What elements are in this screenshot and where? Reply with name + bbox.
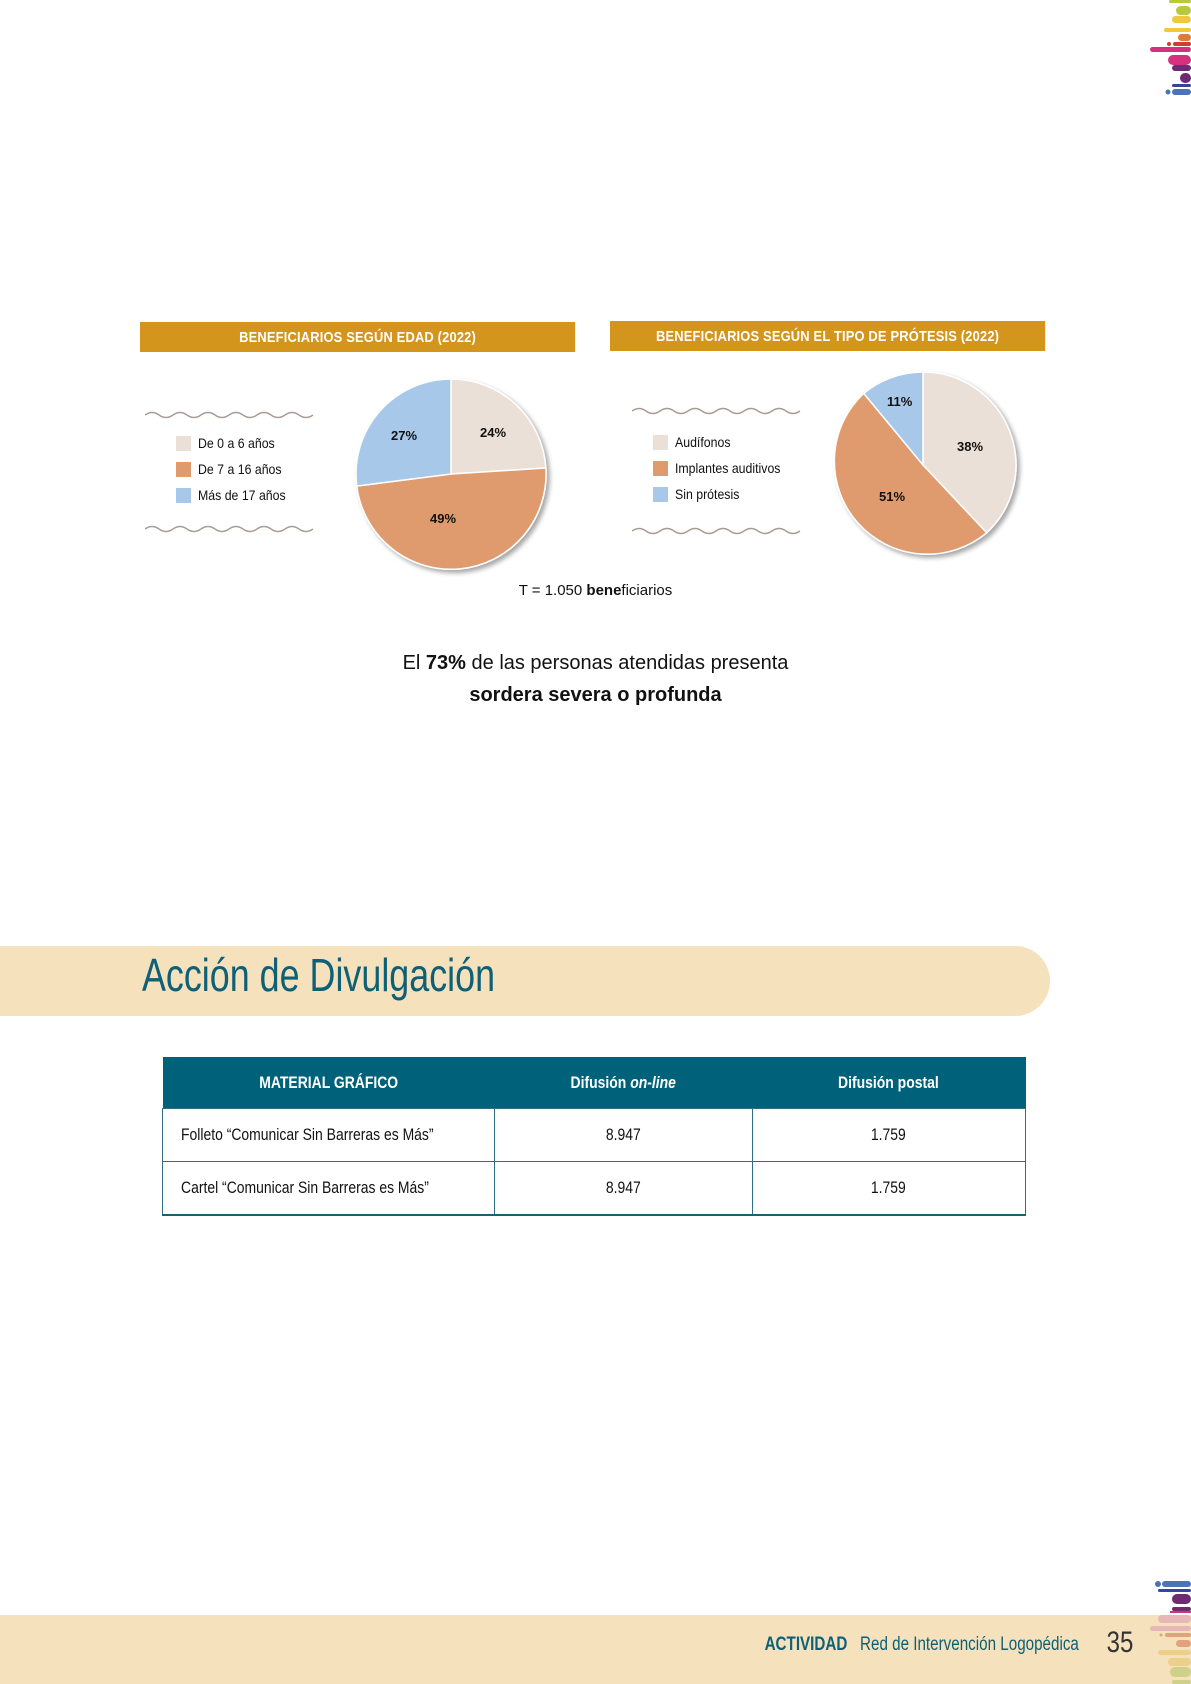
footer-subtitle: Red de Intervención Logopédica [860,1634,1079,1655]
pie-label: 27% [391,428,418,443]
legend-swatch [176,487,191,503]
wave-divider [632,527,801,535]
legend-item: Más de 17 años [176,482,298,508]
decorative-stripes-top [1150,0,1191,95]
legend-item: De 0 a 6 años [176,430,298,456]
wave-divider [145,525,314,533]
legend-item: De 7 a 16 años [176,456,298,482]
cell-material: Cartel “Comunicar Sin Barreras es Más” [162,1161,495,1216]
wave-divider [145,411,314,419]
pie-slice-sin-protesis [862,371,924,468]
divulgation-table: MATERIAL GRÁFICO Difusión on-line Difusi… [162,1057,1027,1216]
decorative-stripes-bottom [1150,1581,1191,1684]
pie-slice-17-plus [355,378,452,487]
age-chart-header: BENEFICIARIOS SEGÚN EDAD (2022) [140,322,576,352]
legend-swatch [653,434,668,450]
highlight-line-1: El 73% de las personas atendidas present… [402,652,789,674]
cell-material: Folleto “Comunicar Sin Barreras es Más” [162,1108,495,1162]
highlight-line-2: sordera severa o profunda [469,684,722,706]
cell-postal: 1.759 [751,1161,1027,1216]
legend-item: Implantes auditivos [653,455,795,481]
wave-divider [632,407,801,415]
legend-item: Audífonos [653,429,795,455]
legend-swatch [653,486,668,502]
pie-slice-7-16 [355,467,547,570]
header-material: MATERIAL GRÁFICO [162,1057,495,1109]
section-band [0,946,1050,1016]
prosthesis-legend: Audífonos Implantes auditivos Sin prótes… [653,429,795,507]
table-header-row: MATERIAL GRÁFICO Difusión on-line Difusi… [162,1057,1026,1109]
age-legend: De 0 a 6 años De 7 a 16 años Más de 17 a… [176,430,298,508]
age-pie-chart [355,378,547,570]
pie-slice-0-6 [450,378,547,475]
cell-online: 8.947 [493,1108,753,1162]
table-row: Folleto “Comunicar Sin Barreras es Más” … [162,1108,1027,1162]
table-row: Cartel “Comunicar Sin Barreras es Más” 8… [162,1161,1027,1216]
pie-label: 49% [430,511,457,526]
legend-item: Sin prótesis [653,481,795,507]
footer-section: ACTIVIDAD [764,1634,848,1655]
legend-swatch [176,461,191,477]
pie-label: 38% [957,439,984,454]
cell-postal: 1.759 [751,1108,1027,1162]
total-beneficiaries: T = 1.050 beneficiarios [518,582,673,599]
header-online: Difusión on-line [494,1057,753,1109]
pie-slice-audifonos [922,371,1017,534]
legend-swatch [653,460,668,476]
footer-text: ACTIVIDAD Red de Intervención Logopédica [765,1634,1079,1656]
pie-label: 11% [887,394,913,409]
pie-label: 51% [879,489,906,504]
cell-online: 8.947 [493,1161,753,1216]
prosthesis-chart-header: BENEFICIARIOS SEGÚN EL TIPO DE PRÓTESIS … [610,321,1046,351]
footer-band [0,1615,1191,1684]
prosthesis-pie-chart [833,371,1017,555]
header-postal: Difusión postal [752,1057,1026,1109]
prosthesis-chart-title: BENEFICIARIOS SEGÚN EL TIPO DE PRÓTESIS … [655,327,1000,345]
page-number: 35 [1106,1626,1133,1659]
pie-label: 24% [480,425,507,440]
section-title: Acción de Divulgación [142,949,496,1001]
pie-slice-implantes [833,392,988,555]
legend-swatch [176,435,191,451]
age-chart-title: BENEFICIARIOS SEGÚN EDAD (2022) [239,328,477,346]
